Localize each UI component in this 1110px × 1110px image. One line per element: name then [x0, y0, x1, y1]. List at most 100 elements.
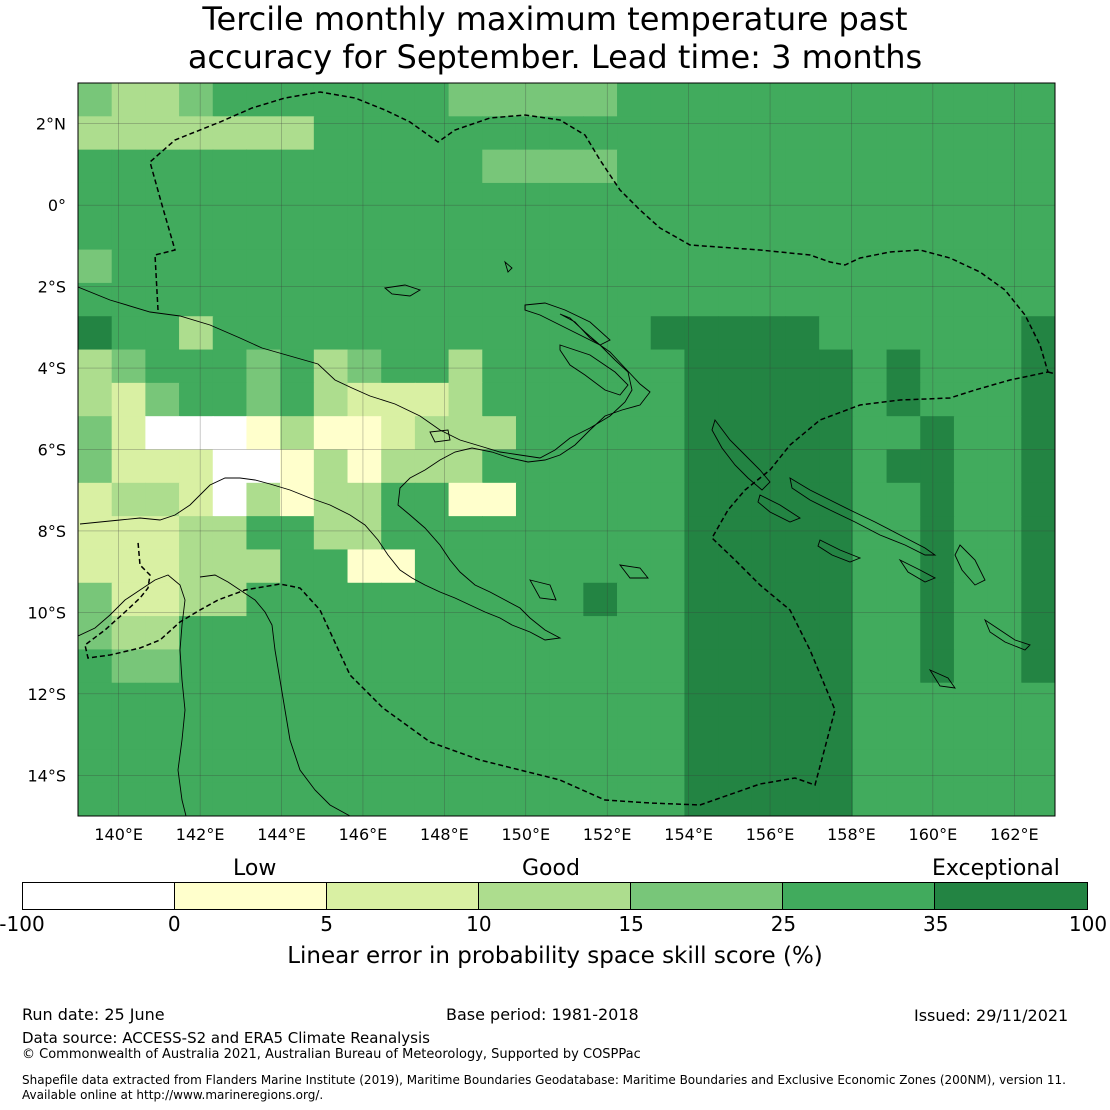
skill-cell: [145, 316, 180, 351]
skill-cell: [1021, 249, 1055, 284]
skill-cell: [684, 349, 719, 384]
skill-cell: [313, 216, 349, 251]
colorbar: [22, 882, 1088, 910]
skill-cell: [212, 549, 248, 584]
skill-cell: [1021, 549, 1055, 584]
skill-cell: [515, 182, 551, 217]
lat-tick-label: 10°S: [27, 603, 66, 622]
skill-cell: [650, 482, 686, 517]
skill-cell: [78, 482, 113, 517]
skill-cell: [448, 682, 483, 717]
small-islands-coastline: [383, 260, 956, 689]
skill-cell: [987, 649, 1022, 684]
skill-cell: [785, 482, 820, 517]
skill-cell: [852, 449, 888, 484]
skill-cell: [515, 116, 551, 151]
skill-cell: [953, 682, 989, 717]
skill-cell: [1021, 782, 1055, 816]
skill-cell: [246, 582, 281, 617]
lat-tick-label: 6°S: [38, 441, 66, 460]
skill-cell: [886, 749, 921, 784]
skill-cell: [280, 749, 315, 784]
skill-cell: [751, 149, 787, 184]
skill-cell: [280, 116, 315, 151]
skill-cell: [650, 316, 686, 351]
skill-cell: [515, 382, 551, 417]
skill-cell: [313, 782, 349, 816]
skill-cell: [381, 549, 416, 584]
skill-cell: [347, 516, 382, 551]
skill-cell: [414, 649, 450, 684]
skill-cell: [212, 83, 248, 117]
skill-cell: [347, 616, 382, 651]
skill-cell: [414, 349, 450, 384]
skill-cell: [212, 716, 248, 750]
skill-cell: [953, 582, 989, 617]
skill-cell: [246, 282, 281, 317]
skill-cell: [212, 749, 248, 784]
skill-cell: [347, 182, 382, 217]
colorbar-tick-label: 100: [1068, 912, 1108, 936]
skill-cell: [280, 616, 315, 651]
skill-cell: [347, 149, 382, 184]
skill-cell: [920, 216, 955, 251]
map-border: [77, 82, 1056, 817]
skill-cell: [953, 282, 989, 317]
skill-cell: [313, 649, 349, 684]
skill-cell: [953, 216, 989, 251]
skill-cell: [212, 382, 248, 417]
skill-cell: [852, 516, 888, 551]
skill-cell: [280, 316, 315, 351]
category-good-label: Good: [522, 856, 580, 881]
skill-cell: [448, 549, 483, 584]
skill-cell: [448, 416, 483, 451]
base-period: Base period: 1981-2018: [446, 1005, 639, 1024]
skill-cell: [920, 749, 955, 784]
skill-cell: [953, 249, 989, 284]
skill-cell: [78, 416, 113, 451]
skill-cell: [246, 716, 281, 750]
skill-cell: [145, 382, 180, 417]
skill-cell: [448, 149, 483, 184]
skill-cell: [246, 249, 281, 284]
skill-cell: [953, 616, 989, 651]
skill-cell: [886, 282, 921, 317]
skill-cell: [650, 83, 686, 117]
skill-cell: [886, 249, 921, 284]
skill-cell: [280, 449, 315, 484]
skill-cell: [145, 249, 180, 284]
skill-cell: [684, 416, 719, 451]
skill-cell: [920, 449, 955, 484]
latitude-tick-labels: 2°N 0° 2°S 4°S 6°S 8°S 10°S 12°S 14°S: [27, 115, 66, 786]
skill-cell: [1021, 682, 1055, 717]
skill-cell: [819, 749, 854, 784]
skill-cell: [448, 116, 483, 151]
skill-cell: [280, 83, 315, 117]
skill-cell: [819, 216, 854, 251]
skill-cell: [78, 282, 113, 317]
skill-cell: [179, 482, 214, 517]
skill-cell: [617, 182, 652, 217]
skill-cell: [515, 83, 551, 117]
skill-cell: [751, 382, 787, 417]
skill-cell: [718, 516, 753, 551]
skill-cell: [953, 149, 989, 184]
skill-cell: [212, 216, 248, 251]
skill-cell: [617, 316, 652, 351]
skill-cell: [111, 382, 146, 417]
skill-cell: [313, 149, 349, 184]
skill-cell: [920, 282, 955, 317]
skill-cell: [650, 149, 686, 184]
skill-cell: [212, 782, 248, 816]
skill-cell: [886, 416, 921, 451]
skill-cell: [650, 616, 686, 651]
skill-cell: [414, 716, 450, 750]
skill-cell: [347, 249, 382, 284]
skill-cell: [953, 416, 989, 451]
skill-cell: [1021, 216, 1055, 251]
skill-cell: [852, 349, 888, 384]
new-ireland-coastline: [524, 302, 611, 346]
skill-cell: [1021, 182, 1055, 217]
skill-cell: [347, 282, 382, 317]
skill-cell: [920, 682, 955, 717]
